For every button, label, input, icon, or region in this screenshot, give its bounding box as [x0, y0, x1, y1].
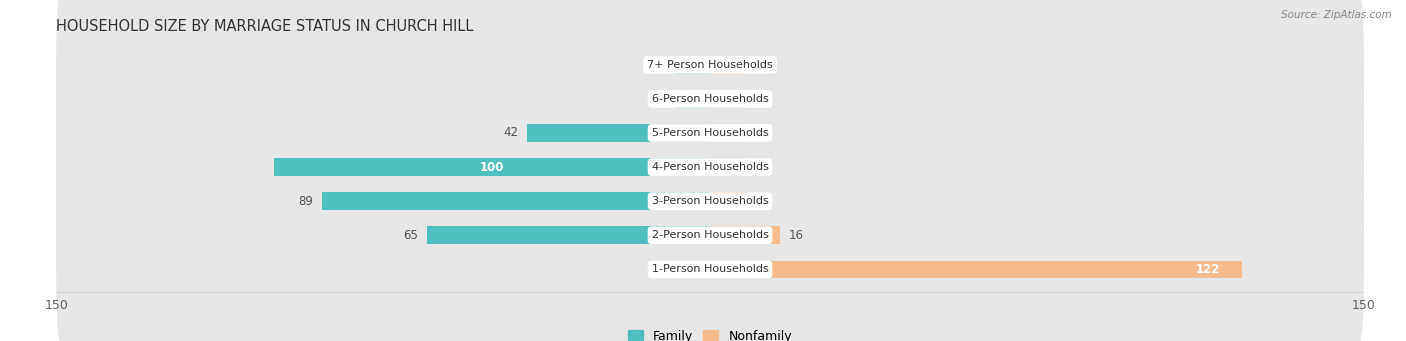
Bar: [710, 90, 745, 108]
Text: 7+ Person Households: 7+ Person Households: [647, 60, 773, 70]
Text: 16: 16: [789, 229, 803, 242]
Bar: [675, 90, 710, 108]
Bar: [675, 261, 710, 278]
Text: 0: 0: [659, 263, 666, 276]
Text: 0: 0: [659, 92, 666, 105]
Text: 65: 65: [404, 229, 418, 242]
Bar: [710, 192, 745, 210]
Bar: [427, 226, 710, 244]
FancyBboxPatch shape: [56, 51, 1364, 214]
Bar: [527, 124, 710, 142]
Bar: [322, 192, 710, 210]
Text: 9: 9: [758, 161, 765, 174]
Legend: Family, Nonfamily: Family, Nonfamily: [628, 329, 792, 341]
FancyBboxPatch shape: [56, 120, 1364, 283]
FancyBboxPatch shape: [56, 188, 1364, 341]
Text: 0: 0: [754, 195, 761, 208]
FancyBboxPatch shape: [56, 154, 1364, 317]
Text: 3-Person Households: 3-Person Households: [651, 196, 769, 206]
Bar: [274, 158, 710, 176]
Text: 6-Person Households: 6-Person Households: [651, 94, 769, 104]
Text: 1-Person Households: 1-Person Households: [651, 264, 769, 275]
Text: 0: 0: [659, 58, 666, 71]
Text: 0: 0: [754, 127, 761, 139]
Bar: [710, 124, 745, 142]
Bar: [710, 56, 745, 74]
Text: 42: 42: [503, 127, 519, 139]
Bar: [710, 261, 1241, 278]
Text: 0: 0: [754, 58, 761, 71]
Text: HOUSEHOLD SIZE BY MARRIAGE STATUS IN CHURCH HILL: HOUSEHOLD SIZE BY MARRIAGE STATUS IN CHU…: [56, 19, 474, 34]
Bar: [710, 158, 749, 176]
Text: 2-Person Households: 2-Person Households: [651, 230, 769, 240]
Text: Source: ZipAtlas.com: Source: ZipAtlas.com: [1281, 10, 1392, 20]
Text: 122: 122: [1195, 263, 1220, 276]
Text: 4-Person Households: 4-Person Households: [651, 162, 769, 172]
FancyBboxPatch shape: [56, 0, 1364, 146]
Text: 100: 100: [479, 161, 505, 174]
Text: 5-Person Households: 5-Person Households: [651, 128, 769, 138]
Bar: [710, 226, 780, 244]
FancyBboxPatch shape: [56, 86, 1364, 249]
Bar: [675, 56, 710, 74]
FancyBboxPatch shape: [56, 17, 1364, 180]
Text: 0: 0: [754, 92, 761, 105]
Text: 89: 89: [298, 195, 314, 208]
